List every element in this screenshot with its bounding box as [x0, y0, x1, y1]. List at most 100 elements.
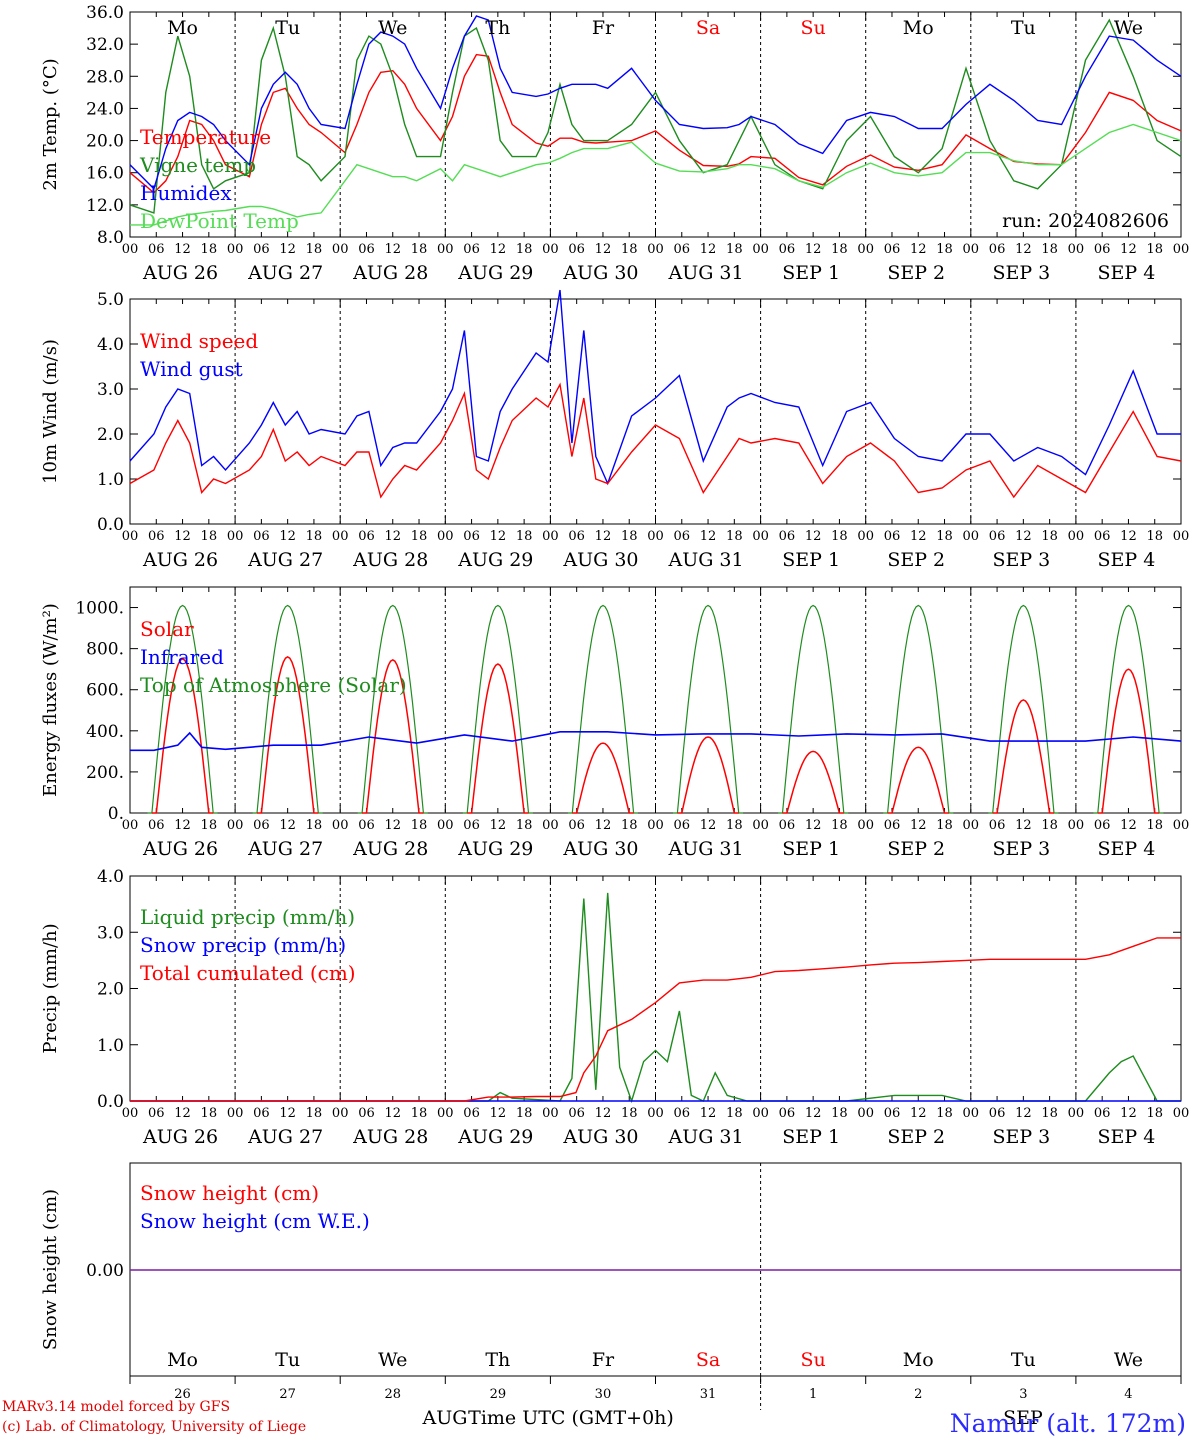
panel-2-hour-label: 06: [463, 529, 480, 544]
panel-1-hour-label: 12: [174, 242, 191, 257]
panel-1-hour-label: 06: [989, 242, 1006, 257]
weekday-label-bottom: Tu: [275, 1349, 300, 1371]
panel-2-hour-label: 06: [148, 529, 165, 544]
panel-2-date-label: AUG 30: [562, 549, 638, 571]
panel-4-hour-label: 18: [726, 1106, 743, 1121]
panel-4-hour-label: 06: [568, 1106, 585, 1121]
panel-1-y-tick-label: 28.0: [86, 67, 124, 87]
weekday-label-bottom: Mo: [903, 1349, 934, 1371]
panel-2-hour-label: 06: [779, 529, 796, 544]
panel-2-hour-label: 12: [174, 529, 191, 544]
weekday-label: Mo: [167, 17, 198, 39]
panel-4-hour-label: 06: [674, 1106, 691, 1121]
panel-1-hour-label: 06: [674, 242, 691, 257]
day-number-label: 4: [1124, 1387, 1132, 1402]
day-number-label: 31: [700, 1387, 717, 1402]
panel-1-hour-label: 00: [857, 242, 874, 257]
panel-3-hour-label: 06: [148, 818, 165, 833]
panel-4-y-tick-label: 2.0: [97, 980, 124, 1000]
panel-2-date-label: AUG 27: [247, 549, 323, 571]
panel-4-hour-label: 06: [779, 1106, 796, 1121]
panel-2-y-tick-label: 1.0: [97, 470, 124, 490]
credit-line-2: (c) Lab. of Climatology, University of L…: [2, 1419, 307, 1435]
panel-3-series-solar: [677, 736, 739, 814]
panel-2-y-tick-label: 3.0: [97, 380, 124, 400]
panel-3-series-toa-solar: [147, 604, 218, 814]
weekday-label-bottom: Su: [801, 1349, 826, 1371]
panel-2-series-wind-speed: [129, 382, 1182, 499]
month-label-sep: SEP: [1003, 1407, 1043, 1429]
panel-2-date-label: SEP 3: [992, 549, 1050, 571]
panel-4-hour-label: 18: [621, 1106, 638, 1121]
panel-3-hour-label: 06: [253, 818, 270, 833]
panel-4-hour-label: 12: [1015, 1106, 1032, 1121]
day-number-label: 1: [809, 1387, 817, 1402]
panel-2-hour-label: 12: [700, 529, 717, 544]
panel-3-legend-2: Infrared: [140, 645, 224, 669]
panel-4-legend-2: Snow precip (mm/h): [140, 933, 346, 957]
panel-3-hour-label: 12: [595, 818, 612, 833]
panel-3-series-toa-solar: [462, 604, 533, 814]
panel-1-hour-label: 06: [779, 242, 796, 257]
panel-3-y-tick-label: 200.: [86, 763, 124, 783]
panel-3-hour-label: 18: [306, 818, 323, 833]
panel-4-date-label: AUG 31: [667, 1126, 743, 1148]
panel-3-series-toa-solar: [673, 604, 744, 814]
panel-1-hour-label: 12: [384, 242, 401, 257]
panel-3-series-toa-solar: [1093, 604, 1164, 814]
panel-3-date-label: AUG 30: [562, 838, 638, 860]
panel-1-hour-label: 12: [490, 242, 507, 257]
panel-2-y-tick-label: 5.0: [97, 290, 124, 310]
panel-2-hour-label: 06: [358, 529, 375, 544]
panel-1-y-tick-label: 16.0: [86, 164, 124, 184]
weekday-label: Su: [801, 17, 826, 39]
panel-2-hour-label: 06: [884, 529, 901, 544]
panel-1-series-vigne-temp: [129, 18, 1182, 214]
panel-4-hour-label: 06: [989, 1106, 1006, 1121]
panel-3-series-solar: [887, 746, 949, 814]
panel-4-date-label: AUG 28: [352, 1126, 428, 1148]
panel-4-hour-label: 18: [411, 1106, 428, 1121]
panel-3-series-infrared: [130, 730, 1182, 752]
panel-1-hour-label: 00: [647, 242, 664, 257]
panel-4-y-tick-label: 1.0: [97, 1036, 124, 1056]
panel-3-hour-label: 18: [201, 818, 218, 833]
panel-4-hour-label: 00: [122, 1106, 139, 1121]
panel-1-legend-3: Humidex: [140, 181, 232, 205]
panel-1-y-tick-label: 20.0: [86, 132, 124, 152]
panel-3-hour-label: 12: [174, 818, 191, 833]
panel-3-hour-label: 06: [1094, 818, 1111, 833]
panel-1-hour-label: 18: [516, 242, 533, 257]
day-number-label: 3: [1019, 1387, 1027, 1402]
panel-2-legend-1: Wind speed: [140, 329, 258, 353]
panel-4-legend-3: Total cumulated (cm): [140, 961, 356, 985]
panel-1-hour-label: 18: [411, 242, 428, 257]
panel-2-hour-label: 12: [279, 529, 296, 544]
panel-1-hour-label: 12: [595, 242, 612, 257]
panel-4-hour-label: 12: [1120, 1106, 1137, 1121]
panel-4-hour-label: 12: [805, 1106, 822, 1121]
panel-4-hour-label: 00: [647, 1106, 664, 1121]
panel-3-hour-label: 12: [910, 818, 927, 833]
panel-3-hour-label: 00: [1173, 818, 1190, 833]
panel-3-date-label: AUG 31: [667, 838, 743, 860]
panel-2-hour-label: 12: [1015, 529, 1032, 544]
panel-3-hour-label: 00: [122, 818, 139, 833]
panel-2-hour-label: 00: [857, 529, 874, 544]
panel-1-y-tick-label: 36.0: [86, 3, 124, 23]
panel-3-hour-label: 06: [674, 818, 691, 833]
panel-3-series-solar: [992, 699, 1054, 814]
panel-5-legend-2: Snow height (cm W.E.): [140, 1209, 370, 1233]
panel-1-hour-label: 00: [332, 242, 349, 257]
panel-2-hour-label: 00: [437, 529, 454, 544]
panel-4-date-label: AUG 29: [457, 1126, 533, 1148]
panel-2-hour-label: 06: [674, 529, 691, 544]
weekday-label: Tu: [275, 17, 300, 39]
panel-2-date-label: AUG 31: [667, 549, 743, 571]
panel-2-hour-label: 06: [568, 529, 585, 544]
panel-2-legend-2: Wind gust: [140, 357, 243, 381]
panel-2: 00 06 12 18 00 06 12 18 00 06 12 18 00 06 12 18 00 06 12 18…: [40, 289, 1189, 571]
day-number-label: 27: [279, 1387, 296, 1402]
panel-4-hour-label: 06: [148, 1106, 165, 1121]
weekday-label-bottom: We: [378, 1349, 407, 1371]
